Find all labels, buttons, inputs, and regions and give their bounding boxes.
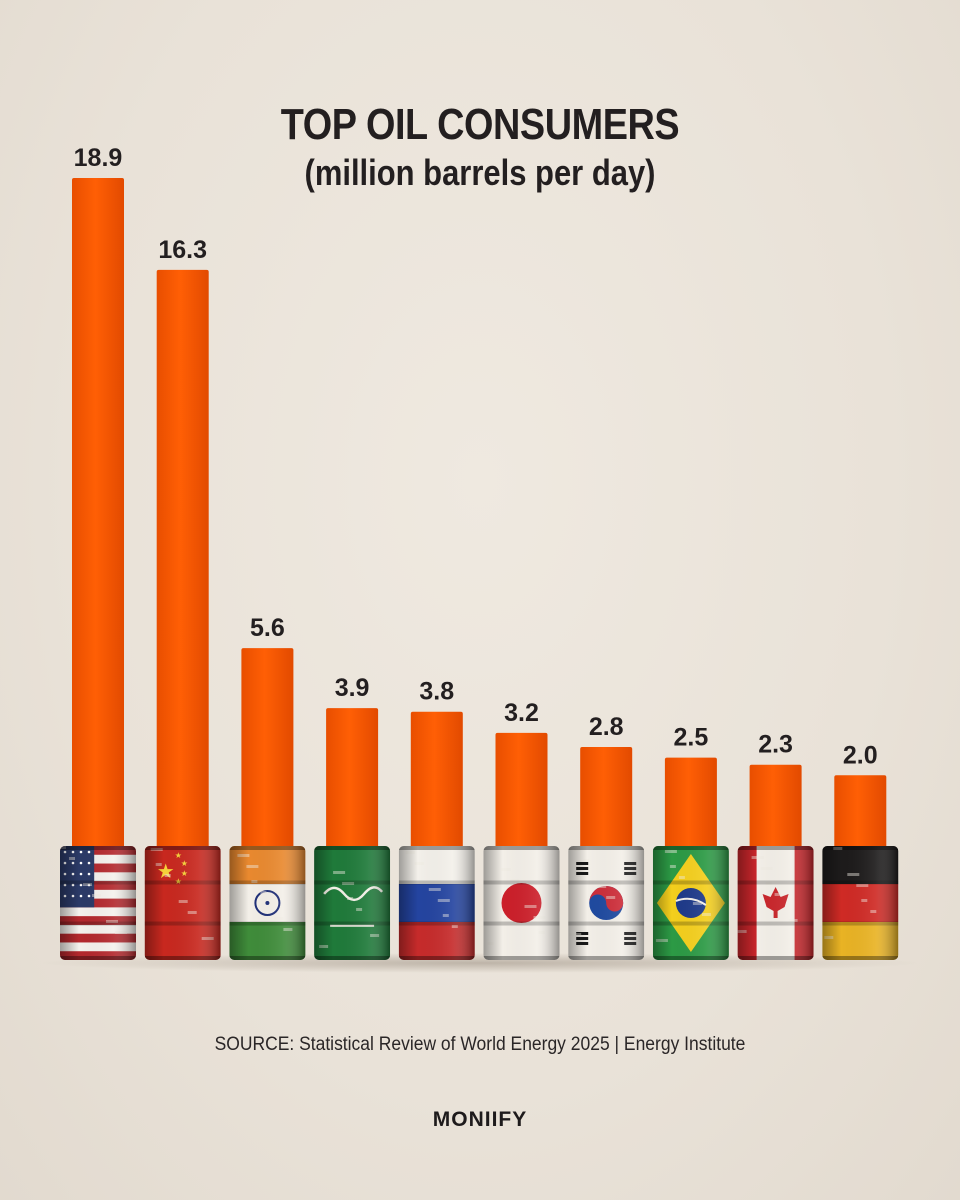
chart-subtitle: (million barrels per day)	[304, 152, 656, 193]
source-note: SOURCE: Statistical Review of World Ener…	[214, 1034, 746, 1055]
bar-chart: 18.9 16.3 ★★★★★ 5.6 3.9 3.8 3.2 2.8 2.5 2.3 2.0	[40, 144, 920, 973]
value-label: 3.9	[335, 674, 370, 702]
south-korea-flag-icon	[568, 846, 645, 960]
value-label: 3.2	[504, 699, 539, 727]
bar-china	[156, 269, 209, 852]
us-flag-icon	[60, 846, 136, 960]
canada-flag-icon	[737, 846, 814, 960]
brazil-flag-icon	[652, 846, 729, 960]
bar-india	[241, 648, 294, 852]
bar-germany	[834, 775, 887, 852]
bar-canada	[749, 764, 802, 852]
bar-saudi-arabia	[326, 708, 379, 852]
china-flag-icon: ★★★★★	[144, 846, 221, 960]
value-label: 2.5	[674, 724, 709, 752]
value-label: 3.8	[419, 678, 454, 706]
bar-united-states	[72, 178, 124, 852]
saudi-arabia-flag-icon	[314, 846, 391, 960]
bar-japan	[495, 732, 548, 852]
bar-south-korea	[580, 747, 633, 852]
chart-title: TOP OIL CONSUMERS	[280, 100, 680, 149]
value-label: 5.6	[250, 614, 285, 642]
value-label: 18.9	[74, 144, 123, 172]
japan-flag-icon	[483, 846, 560, 960]
value-label: 2.8	[589, 713, 624, 741]
bar-russia	[410, 711, 463, 852]
india-flag-icon	[229, 846, 306, 960]
germany-flag-icon	[822, 846, 899, 960]
russia-flag-icon	[398, 846, 475, 960]
brand-logo: MONIIFY	[432, 1108, 528, 1131]
value-label: 2.0	[843, 741, 878, 769]
bar-brazil	[664, 757, 717, 852]
value-label: 16.3	[158, 236, 207, 264]
value-label: 2.3	[758, 731, 793, 759]
